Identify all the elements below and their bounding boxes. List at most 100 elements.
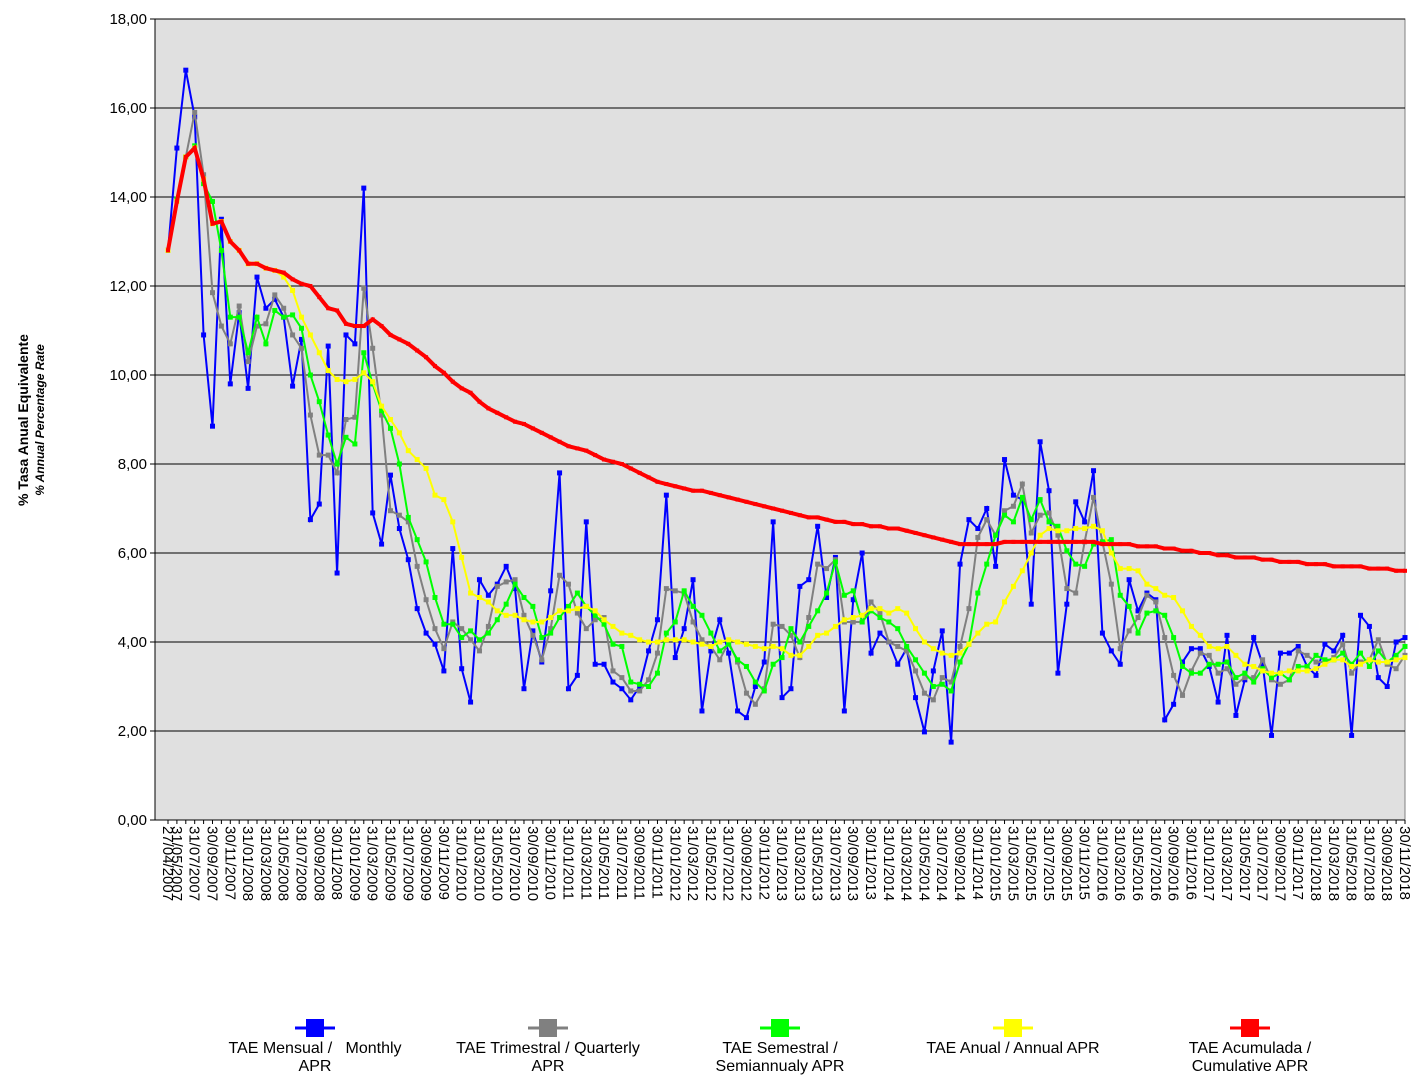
point: [930, 646, 936, 652]
point: [210, 221, 215, 226]
x-tick-label: 31/05/2011: [595, 826, 612, 900]
point: [948, 679, 954, 685]
point: [494, 583, 500, 589]
legend-icon: [993, 1019, 1033, 1037]
point: [370, 510, 376, 516]
point: [770, 661, 776, 667]
point: [699, 637, 705, 643]
point: [682, 486, 687, 491]
point: [219, 219, 224, 224]
point: [1064, 528, 1070, 534]
point: [877, 615, 883, 621]
point: [1331, 648, 1337, 654]
point: [895, 661, 901, 667]
point: [379, 408, 385, 414]
point: [423, 465, 429, 471]
point: [1127, 542, 1132, 547]
point: [495, 410, 500, 415]
point: [307, 517, 313, 523]
point: [1002, 599, 1008, 605]
point: [1144, 592, 1150, 598]
point: [859, 550, 865, 556]
x-tick-label: 31/07/2018: [1360, 826, 1377, 901]
point: [1277, 650, 1283, 656]
point: [726, 637, 732, 643]
point: [1366, 657, 1372, 663]
point: [824, 590, 830, 596]
point: [1144, 581, 1150, 587]
point: [361, 370, 367, 376]
point: [975, 534, 981, 540]
point: [1224, 643, 1230, 649]
point: [1286, 677, 1292, 683]
point: [245, 359, 251, 365]
point: [245, 385, 251, 391]
point: [272, 292, 278, 298]
point: [1100, 542, 1105, 547]
point: [1046, 510, 1052, 516]
point: [290, 312, 296, 318]
x-tick-label: 31/01/2009: [346, 826, 363, 901]
point: [815, 608, 821, 614]
point: [1091, 541, 1097, 547]
point: [1082, 519, 1088, 525]
point: [841, 617, 847, 623]
x-tick-label: 31/07/2012: [720, 826, 737, 901]
point: [690, 577, 696, 583]
point: [771, 506, 776, 511]
point: [921, 670, 927, 676]
legend-label: TAE Acumulada / Cumulative APR: [1188, 1040, 1316, 1075]
point: [859, 619, 865, 625]
point: [824, 630, 830, 636]
x-tick-label: 30/11/2018: [1396, 826, 1413, 900]
point: [209, 423, 215, 429]
point: [779, 695, 785, 701]
point: [1349, 732, 1355, 738]
point: [503, 579, 509, 585]
x-tick-label: 31/03/2018: [1325, 826, 1342, 901]
point: [174, 199, 179, 204]
y-label-sub: % Annual Percentage Rate: [33, 344, 47, 496]
x-tick-label: 31/01/2015: [987, 826, 1004, 901]
point: [1331, 657, 1337, 663]
point: [325, 432, 331, 438]
point: [966, 517, 972, 523]
point: [1162, 612, 1168, 618]
point: [1269, 557, 1274, 562]
x-tick-label: 30/11/2008: [328, 826, 345, 900]
point: [752, 643, 758, 649]
x-tick-label: 30/09/2011: [631, 826, 648, 900]
point: [975, 542, 980, 547]
point: [316, 399, 322, 405]
point: [1287, 559, 1292, 564]
point: [850, 597, 856, 603]
point: [1010, 503, 1016, 509]
point: [307, 372, 313, 378]
point: [957, 561, 963, 567]
x-tick-label: 31/05/2016: [1129, 826, 1146, 901]
point: [743, 715, 749, 721]
point: [921, 639, 927, 645]
point: [1144, 544, 1149, 549]
x-tick-label: 31/03/2014: [898, 826, 915, 901]
point: [1384, 684, 1390, 689]
point: [673, 484, 678, 489]
point: [851, 522, 856, 527]
x-tick-label: 31/03/2008: [257, 826, 274, 901]
point: [468, 628, 474, 634]
point: [459, 554, 465, 560]
point: [548, 435, 553, 440]
point: [930, 697, 936, 703]
x-tick-label: 30/09/2018: [1378, 826, 1395, 901]
point: [388, 332, 393, 337]
point: [1233, 652, 1239, 658]
point: [557, 439, 562, 444]
point: [681, 588, 687, 594]
point: [646, 684, 652, 689]
point: [1002, 508, 1008, 514]
point: [361, 185, 367, 191]
point: [779, 655, 785, 661]
point: [672, 655, 678, 661]
point: [1375, 648, 1381, 654]
point: [361, 285, 367, 291]
